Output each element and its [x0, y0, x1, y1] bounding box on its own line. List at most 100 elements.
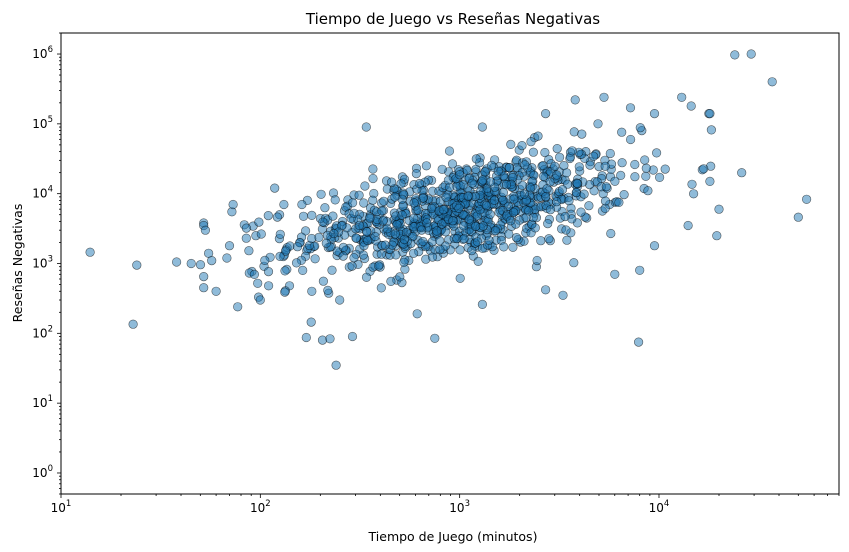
data-point: [200, 225, 210, 235]
data-point: [391, 250, 401, 260]
y-tick-label: 105: [32, 115, 53, 131]
data-point: [455, 170, 465, 180]
data-point: [437, 219, 447, 229]
data-point: [557, 185, 568, 195]
data-point: [297, 199, 307, 210]
data-point: [746, 49, 756, 59]
data-point: [584, 201, 594, 211]
data-point: [459, 221, 469, 231]
data-point: [686, 101, 696, 111]
data-point: [323, 285, 333, 296]
data-point: [688, 189, 699, 199]
data-point: [395, 272, 405, 282]
data-point: [415, 178, 425, 189]
data-point: [606, 228, 616, 239]
data-point: [448, 216, 458, 226]
data-point: [359, 198, 369, 208]
data-point: [571, 188, 581, 198]
data-point: [233, 302, 243, 312]
data-point: [432, 226, 442, 236]
data-point: [473, 256, 483, 267]
x-tick-label: 102: [250, 499, 271, 515]
data-point: [793, 212, 803, 222]
data-point: [378, 216, 388, 226]
data-point: [574, 162, 584, 172]
data-point: [542, 184, 552, 194]
data-point: [422, 218, 432, 228]
data-point: [244, 246, 254, 256]
data-point: [256, 229, 266, 239]
data-point: [321, 238, 331, 248]
data-point: [412, 309, 422, 319]
data-point: [317, 335, 328, 345]
data-point: [211, 286, 221, 296]
data-point: [335, 295, 345, 305]
data-point: [376, 283, 386, 293]
data-point: [447, 159, 458, 169]
data-point: [610, 269, 620, 279]
data-point: [600, 161, 610, 171]
data-point: [660, 164, 670, 174]
data-point: [316, 189, 326, 199]
data-point: [411, 169, 422, 179]
data-point: [737, 168, 747, 178]
data-point: [630, 159, 640, 170]
data-point: [254, 217, 264, 227]
y-axis-ticks: 100 101 102 103 104 105 106: [32, 32, 61, 495]
data-point: [478, 221, 488, 231]
data-point: [272, 212, 283, 222]
y-tick-label: 103: [32, 255, 53, 271]
data-point: [520, 160, 530, 170]
data-point: [605, 148, 615, 159]
data-point: [362, 227, 372, 237]
data-point: [526, 137, 536, 147]
data-point: [654, 172, 665, 182]
data-point: [467, 178, 477, 188]
data-point: [485, 177, 496, 187]
data-point: [525, 183, 536, 193]
data-point: [490, 226, 501, 236]
data-point: [241, 233, 251, 243]
data-point: [325, 334, 335, 344]
data-point: [374, 261, 384, 271]
data-point: [643, 186, 653, 196]
data-point: [561, 225, 571, 235]
data-point: [199, 283, 209, 293]
data-point: [552, 197, 562, 207]
data-point: [360, 181, 370, 191]
data-point: [533, 131, 543, 141]
data-point: [552, 144, 562, 154]
y-tick-label: 102: [32, 324, 53, 340]
data-point: [509, 194, 519, 204]
data-point: [361, 272, 372, 282]
data-point: [530, 223, 540, 233]
data-point: [543, 219, 553, 229]
data-point: [508, 242, 518, 252]
data-point: [540, 285, 551, 295]
data-point: [467, 246, 477, 256]
data-point: [291, 258, 302, 268]
data-point: [499, 242, 509, 252]
data-point: [454, 203, 464, 213]
data-point: [487, 160, 497, 170]
data-point: [435, 236, 445, 246]
data-point: [599, 92, 609, 102]
data-point: [541, 192, 551, 202]
data-point: [677, 92, 687, 102]
data-point: [418, 236, 428, 247]
data-point: [561, 168, 572, 178]
data-point: [477, 122, 488, 132]
data-point: [430, 333, 440, 343]
data-point: [455, 245, 465, 255]
data-point: [617, 127, 627, 137]
y-tick-label: 100: [32, 464, 53, 480]
data-point: [382, 224, 392, 234]
data-point: [421, 161, 432, 171]
data-point: [306, 317, 316, 327]
data-point: [540, 147, 550, 158]
data-point: [619, 190, 629, 200]
data-point: [683, 220, 693, 231]
data-point: [570, 95, 580, 105]
data-point: [275, 251, 285, 261]
